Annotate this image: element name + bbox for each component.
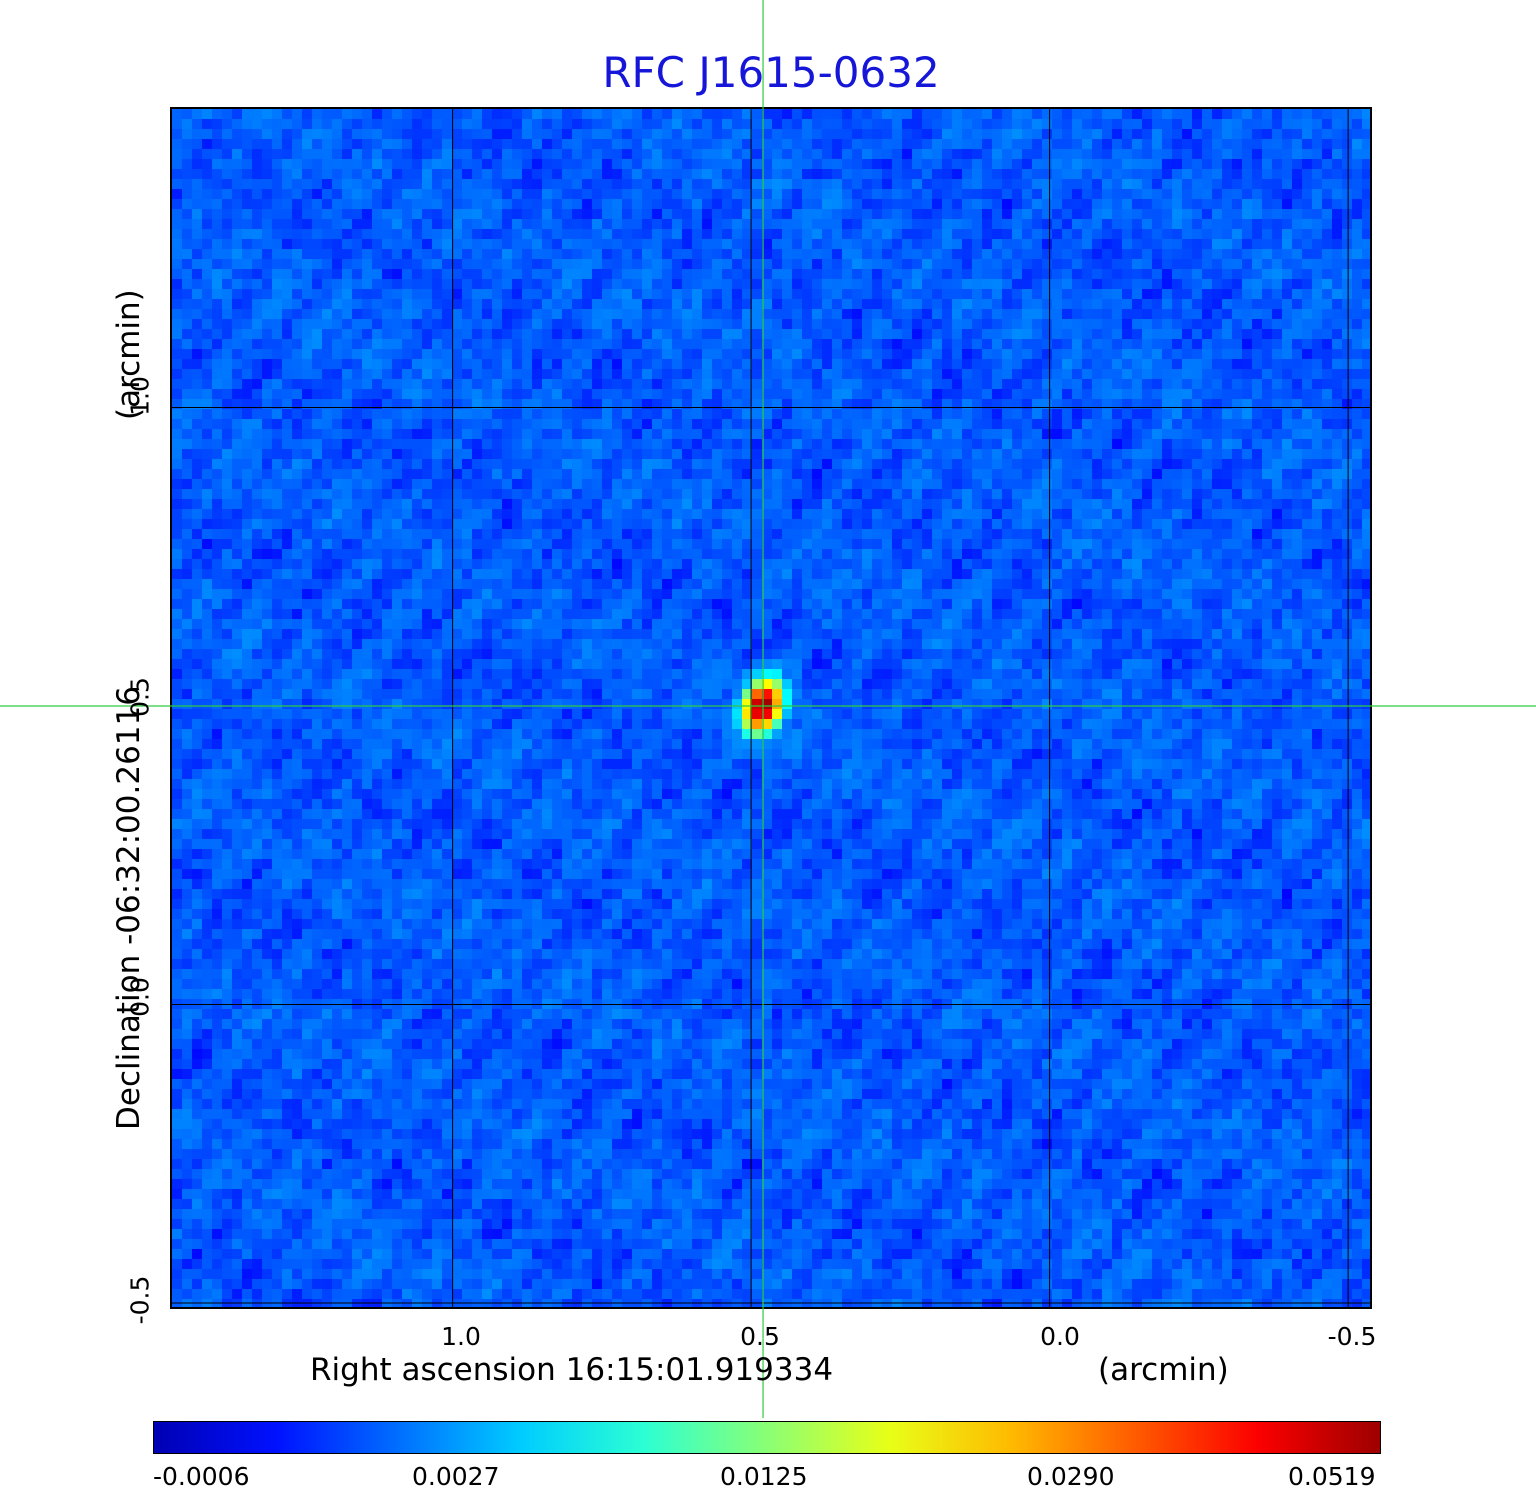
x-axis-label: Right ascension 16:15:01.919334 (310, 1352, 834, 1388)
x-axis-unit: (arcmin) (1098, 1352, 1229, 1388)
radio-image-heatmap (172, 109, 1372, 1309)
colorbar-tick-label: 0.0027 (412, 1462, 500, 1491)
colorbar-tick-label: -0.0006 (153, 1462, 250, 1491)
colorbar (153, 1421, 1381, 1454)
y-axis-unit: (arcmin) (111, 289, 147, 420)
x-tick-label: 0.5 (740, 1322, 780, 1351)
x-tick-label: 0.0 (1040, 1322, 1080, 1351)
colorbar-tick-label: 0.0125 (720, 1462, 808, 1491)
y-tick-label: -0.5 (125, 1275, 155, 1325)
y-axis-label: Declination -06:32:00.26116 (111, 686, 147, 1130)
colorbar-tick-label: 0.0290 (1027, 1462, 1115, 1491)
colorbar-tick-label: 0.0519 (1288, 1462, 1376, 1491)
chart-title: RFC J1615-0632 (602, 48, 940, 97)
x-tick-label: -0.5 (1327, 1322, 1377, 1351)
x-tick-label: 1.0 (441, 1322, 481, 1351)
